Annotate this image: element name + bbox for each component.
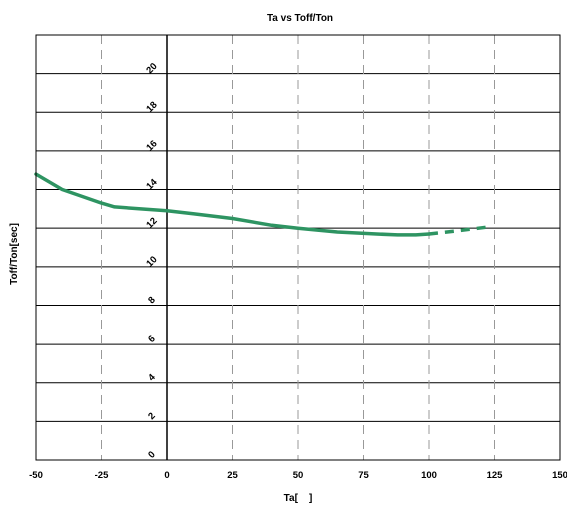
y-tick-label: 6 [146,333,158,345]
y-tick-label: 4 [146,371,158,383]
x-tick-label: 0 [164,470,169,481]
y-tick-label: 8 [146,295,158,307]
x-tick-label: 100 [421,470,437,481]
chart-title: Ta vs Toff/Ton [267,13,333,24]
x-tick-label: 25 [227,470,238,481]
grid [36,35,560,460]
y-tick-label: 0 [146,449,158,461]
y-tick-label: 2 [146,411,158,423]
series-line-dashed [428,225,487,236]
y-axis-label: Toff/Ton[sec] [9,223,20,285]
plot-area [35,34,561,461]
x-tick-label: 75 [358,470,369,481]
x-tick-label: -50 [29,470,43,481]
x-tick-label: 150 [552,470,567,481]
series-line-solid [34,172,431,237]
series-lines [34,172,487,237]
x-tick-label: 125 [487,470,504,481]
x-tick-label: -25 [95,470,109,481]
x-axis-label: Ta[ ] [284,493,313,504]
x-tick-label: 50 [293,470,304,481]
